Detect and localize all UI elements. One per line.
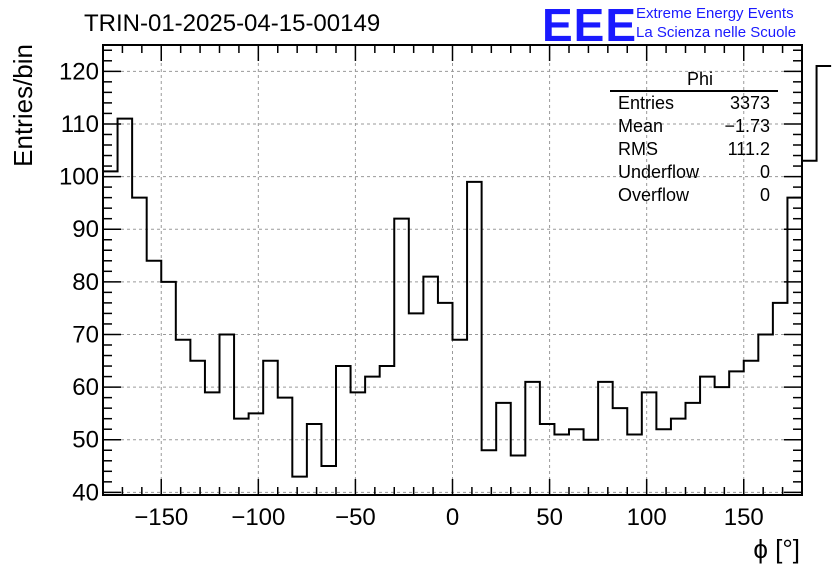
x-tick-label: 100 [627, 504, 667, 531]
stats-label: RMS [618, 139, 658, 159]
axis-ticks [102, 45, 803, 495]
stats-value: 111.2 [727, 139, 770, 159]
stats-value: 3373 [729, 93, 770, 113]
x-tick-label: −50 [335, 504, 376, 531]
chart-title: TRIN-01-2025-04-15-00149 [84, 10, 381, 37]
stats-value: 0 [759, 185, 770, 205]
stats-label: Entries [618, 93, 675, 113]
stats-box: Phi Entries 3373 Mean −1.73 RMS 111.2 Under… [610, 68, 778, 207]
y-tick-label: 50 [72, 427, 99, 454]
y-tick-label: 120 [59, 58, 99, 85]
histogram-step-line [103, 65, 832, 478]
stats-row: Underflow 0 [610, 161, 778, 184]
stats-value: 0 [759, 162, 770, 182]
x-tick-label: 50 [536, 504, 563, 531]
x-tick-label: −100 [231, 504, 285, 531]
stats-row: Mean −1.73 [610, 115, 778, 138]
y-tick-label: 70 [72, 321, 99, 348]
stats-title: Phi [610, 68, 778, 92]
x-axis-label: ϕ [°] [753, 534, 800, 564]
x-tick-label: 0 [446, 504, 459, 531]
y-tick-label: 100 [59, 164, 99, 191]
x-tick-label: 150 [724, 504, 764, 531]
y-tick-label: 80 [72, 269, 99, 296]
x-tick-labels: −150 −100 −50 0 50 100 150 [134, 504, 764, 531]
stats-label: Underflow [618, 162, 700, 182]
logo-line-2: La Scienza nelle Scuole [636, 24, 797, 41]
y-tick-labels: 40 50 60 70 80 90 100 110 120 [59, 58, 99, 506]
eee-logo: EEE [542, 0, 638, 51]
stats-value: −1.73 [724, 116, 770, 136]
logo-line-1: Extreme Energy Events [636, 5, 794, 22]
y-tick-label: 40 [72, 479, 99, 506]
plot-frame [102, 44, 803, 496]
y-tick-label: 60 [72, 374, 99, 401]
x-tick-label: −150 [134, 504, 188, 531]
stats-label: Overflow [618, 185, 690, 205]
stats-label: Mean [618, 116, 664, 136]
stats-row: Overflow 0 [610, 184, 778, 207]
y-tick-label: 90 [72, 216, 99, 243]
stats-row: Entries 3373 [610, 92, 778, 115]
stats-row: RMS 111.2 [610, 138, 778, 161]
y-tick-label: 110 [61, 111, 99, 138]
y-axis-label: Entries/bin [8, 44, 38, 167]
